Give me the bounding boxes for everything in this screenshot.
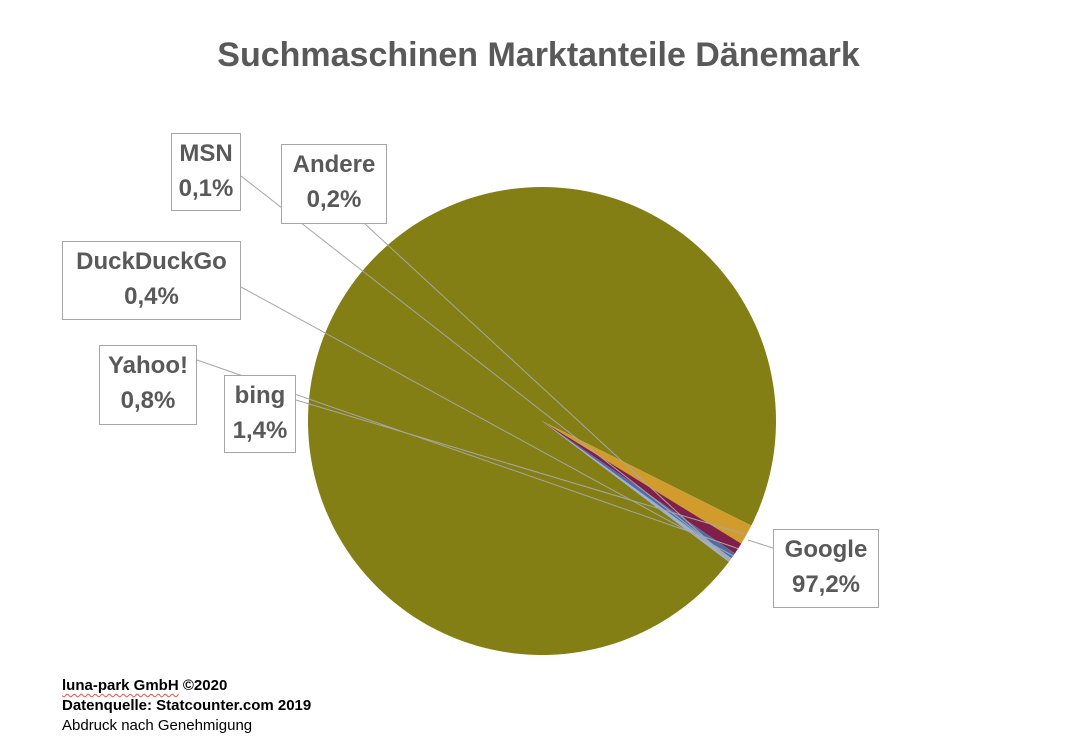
label-bing: bing 1,4%: [224, 375, 296, 453]
label-msn-name: MSN: [179, 140, 233, 167]
label-bing-value: 1,4%: [232, 417, 288, 444]
leader-line-duckduckgo: [240, 286, 734, 557]
label-duckduckgo: DuckDuckGo 0,4%: [62, 241, 241, 320]
pie-slice-yahoo: [542, 421, 742, 554]
label-yahoo: Yahoo! 0,8%: [99, 345, 197, 425]
pie-slice-google: [307, 187, 776, 656]
label-bing-name: bing: [234, 382, 286, 409]
label-google: Google 97,2%: [773, 529, 879, 608]
label-andere: Andere 0,2%: [281, 144, 387, 224]
leader-line-bing: [295, 399, 747, 536]
pie-slice-msn: [542, 421, 732, 560]
label-andere-name: Andere: [292, 151, 376, 178]
pie-slice-andere: [542, 421, 731, 562]
label-duckduckgo-name: DuckDuckGo: [76, 248, 227, 275]
footer-copyright: ©2020: [182, 677, 228, 694]
label-msn: MSN 0,1%: [171, 133, 241, 211]
footer: luna-park GmbH ©2020 Datenquelle: Statco…: [62, 676, 311, 736]
label-andere-value: 0,2%: [306, 186, 362, 213]
leader-line-google: [747, 539, 774, 549]
label-google-value: 97,2%: [791, 571, 861, 598]
label-duckduckgo-value: 0,4%: [124, 283, 179, 310]
leader-line-msn: [240, 175, 732, 560]
label-google-name: Google: [784, 536, 868, 563]
label-yahoo-value: 0,8%: [120, 387, 176, 414]
footer-company-line: luna-park GmbH ©2020: [62, 676, 311, 696]
footer-note: Abdruck nach Genehmigung: [62, 717, 253, 734]
leader-line-andere: [364, 223, 731, 562]
label-msn-value: 0,1%: [178, 175, 234, 202]
chart-title: Suchmaschinen Marktanteile Dänemark: [217, 36, 860, 74]
footer-company: luna-park GmbH: [62, 677, 179, 694]
footer-source: Datenquelle: Statcounter.com 2019: [62, 697, 312, 714]
label-yahoo-name: Yahoo!: [107, 352, 188, 379]
